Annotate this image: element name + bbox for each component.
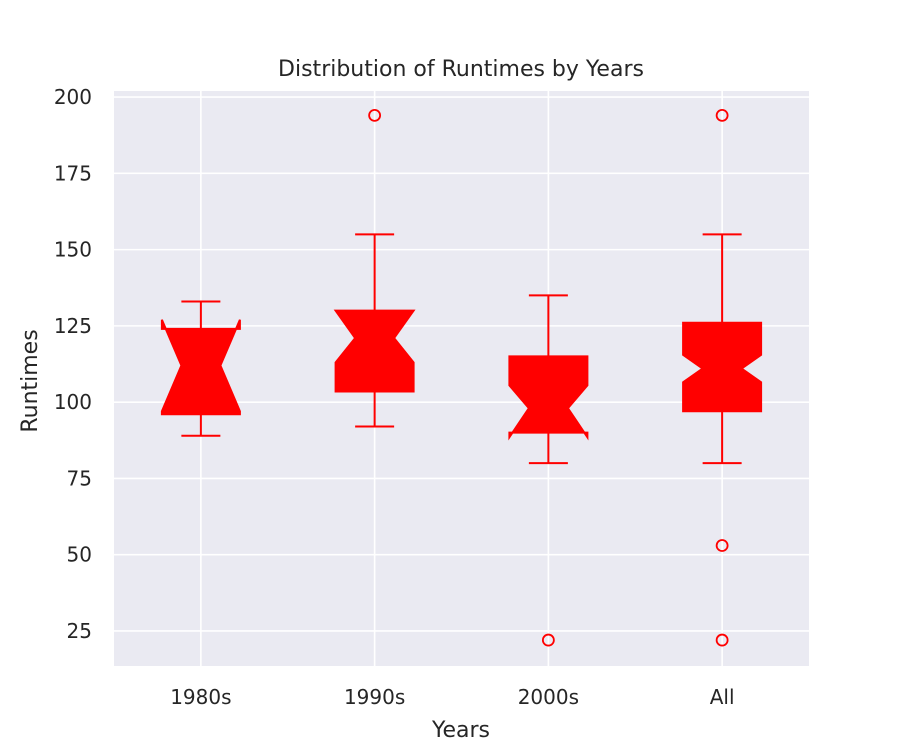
box-series: [160, 109, 763, 647]
notched-box: [333, 309, 416, 393]
y-tick-label: 75: [67, 466, 92, 490]
y-tick-labels: 25 50 75 100 125 150 175 200: [54, 85, 92, 643]
notched-box: [508, 355, 589, 441]
y-tick-label: 100: [54, 390, 92, 414]
y-tick-label: 200: [54, 85, 92, 109]
outlier-point: [715, 633, 729, 647]
outlier-point: [541, 633, 555, 647]
x-tick-label: 1990s: [344, 685, 405, 709]
x-axis-title: Years: [431, 718, 490, 743]
x-tick-labels: 1980s 1990s 2000s All: [170, 685, 734, 709]
outlier-point: [715, 109, 729, 122]
box-2000s: [508, 294, 589, 647]
x-tick-label: 2000s: [518, 685, 579, 709]
chart-title: Distribution of Runtimes by Years: [278, 57, 644, 82]
x-tick-label: 1980s: [170, 685, 231, 709]
box-All: [682, 109, 763, 647]
notched-box: [160, 319, 241, 416]
x-tick-label: All: [710, 685, 735, 709]
notched-box: [682, 321, 763, 413]
outlier-point: [715, 539, 729, 552]
outlier-point: [368, 109, 382, 122]
y-tick-label: 50: [67, 543, 92, 567]
y-tick-label: 150: [54, 238, 92, 262]
box-1990s: [333, 109, 416, 428]
box-1980s: [160, 300, 241, 437]
y-tick-label: 25: [67, 619, 92, 643]
y-tick-label: 125: [54, 314, 92, 338]
y-axis-title: Runtimes: [18, 329, 43, 432]
y-tick-label: 175: [54, 161, 92, 185]
